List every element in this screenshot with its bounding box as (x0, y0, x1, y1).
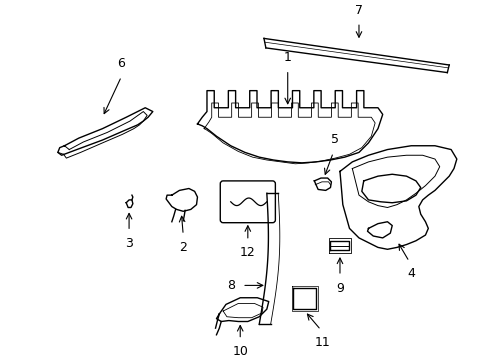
Text: 2: 2 (179, 241, 187, 254)
Text: 10: 10 (232, 345, 247, 358)
Text: 3: 3 (125, 237, 133, 250)
Text: 4: 4 (407, 267, 414, 280)
Text: 1: 1 (283, 51, 291, 64)
Text: 11: 11 (314, 336, 330, 349)
Text: 8: 8 (227, 279, 235, 292)
Text: 5: 5 (330, 133, 339, 146)
Text: 12: 12 (240, 247, 255, 260)
Text: 6: 6 (117, 57, 125, 70)
FancyBboxPatch shape (220, 181, 275, 223)
Text: 7: 7 (354, 4, 362, 17)
Text: 9: 9 (335, 282, 343, 294)
